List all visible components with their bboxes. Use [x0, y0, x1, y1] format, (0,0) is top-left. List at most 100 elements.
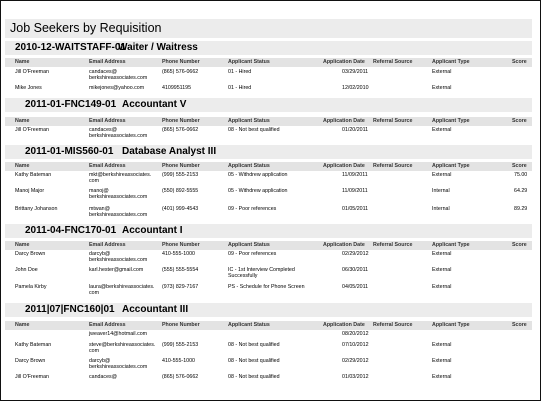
cell-status: PS - Schedule for Phone Screen	[228, 284, 305, 290]
cell-date: 12/02/2010	[342, 85, 369, 91]
cell-name: Kathy Bateman	[15, 172, 52, 178]
requisition-header: 2011-01-FNC149-01 Accountant V	[5, 98, 532, 112]
job-title: Database Analyst III	[122, 146, 217, 157]
column-header-row: Name Email Address Phone Number Applicant S…	[5, 162, 532, 171]
cell-date: 04/05/2011	[342, 284, 369, 290]
cell-phone: 410-555-1000	[162, 251, 195, 257]
requisition-header: 2011-01-MIS560-01 Database Analyst III	[5, 145, 532, 159]
cell-date: 07/10/2012	[342, 342, 369, 348]
cell-name: Jill O'Freeman	[15, 69, 49, 75]
cell-type: External	[432, 172, 452, 178]
cell-name: Jill O'Freeman	[15, 127, 49, 133]
cell-phone: (973) 829-7167	[162, 284, 199, 290]
column-header-referral: Referral Source	[373, 59, 413, 65]
cell-phone: (999) 555-2153	[162, 342, 199, 348]
column-header-date: Application Date	[323, 163, 365, 169]
cell-name: Darcy Brown	[15, 251, 46, 257]
cell-phone: (865) 576-0662	[162, 374, 199, 380]
cell-type: External	[432, 69, 452, 75]
cell-name: John Doe	[15, 267, 38, 273]
cell-type: Internal	[432, 188, 450, 194]
cell-date: 02/29/2012	[342, 251, 369, 257]
column-header-email: Email Address	[89, 59, 126, 65]
column-header-date: Application Date	[323, 322, 365, 328]
column-header-status: Applicant Status	[228, 322, 270, 328]
requisition-code: 2011-01-FNC149-01	[25, 99, 117, 110]
cell-phone: (865) 576-0662	[162, 127, 199, 133]
cell-date: 02/29/2012	[342, 358, 369, 364]
requisition-code: 2011|07|FNC160|01	[25, 304, 115, 315]
job-title: Waiter / Waitress	[118, 42, 198, 53]
cell-date: 11/09/2011	[342, 188, 368, 194]
cell-type: Internal	[432, 206, 450, 212]
cell-type: External	[432, 251, 452, 257]
cell-email: darcyb@ berkshireassociates.com	[89, 358, 148, 371]
cell-date: 01/03/2012	[342, 374, 369, 380]
cell-name: Kathy Bateman	[15, 342, 52, 348]
cell-date: 06/30/2011	[342, 267, 369, 273]
cell-email: mikejones@yahoo.com	[89, 85, 145, 91]
requisition-code: 2010-12-WAITSTAFF-01	[15, 42, 126, 53]
cell-status: 09 - Poor references	[228, 251, 277, 257]
cell-date: 08/20/2012	[342, 331, 369, 337]
column-header-name: Name	[15, 118, 30, 124]
cell-email: mkt@berkshireassociates. com	[89, 172, 152, 185]
column-header-phone: Phone Number	[162, 322, 200, 328]
cell-score: 89.29	[514, 206, 528, 212]
cell-status: 01 - Hired	[228, 85, 252, 91]
column-header-date: Application Date	[323, 242, 365, 248]
cell-phone: (555) 555-5554	[162, 267, 199, 273]
column-header-referral: Referral Source	[373, 242, 413, 248]
cell-status: 08 - Not best qualified	[228, 127, 280, 133]
column-header-row: Name Email Address Phone Number Applicant S…	[5, 321, 532, 330]
cell-email: steve@berkshireassociates. com	[89, 342, 156, 355]
column-header-type: Applicant Type	[432, 163, 470, 169]
column-header-email: Email Address	[89, 242, 126, 248]
cell-type: External	[432, 374, 452, 380]
column-header-date: Application Date	[323, 118, 365, 124]
column-header-type: Applicant Type	[432, 242, 470, 248]
column-header-phone: Phone Number	[162, 242, 200, 248]
cell-name: Manoj Major	[15, 188, 45, 194]
cell-type: External	[432, 284, 452, 290]
cell-date: 03/29/2011	[342, 69, 369, 75]
column-header-score: Score	[512, 242, 527, 248]
cell-status: 08 - Not best qualified	[228, 374, 280, 380]
column-header-referral: Referral Source	[373, 163, 413, 169]
column-header-score: Score	[512, 118, 527, 124]
cell-name: Jill O'Freeman	[15, 374, 49, 380]
column-header-score: Score	[512, 322, 527, 328]
column-header-score: Score	[512, 163, 527, 169]
cell-name: Mike Jones	[15, 85, 42, 91]
column-header-status: Applicant Status	[228, 242, 270, 248]
cell-phone: (999) 555-2153	[162, 172, 199, 178]
job-title: Accountant I	[122, 225, 183, 236]
cell-status: 09 - Poor references	[228, 206, 277, 212]
column-header-status: Applicant Status	[228, 59, 270, 65]
requisition-header: 2011|07|FNC160|01 Accountant III	[5, 303, 532, 317]
cell-status: 08 - Not best qualified	[228, 342, 280, 348]
cell-date: 01/20/2011	[342, 127, 369, 133]
cell-type: External	[432, 85, 452, 91]
column-header-email: Email Address	[89, 118, 126, 124]
cell-score: 64.29	[514, 188, 528, 194]
cell-phone: (865) 576-0662	[162, 69, 199, 75]
cell-score: 75.00	[514, 172, 528, 178]
column-header-name: Name	[15, 163, 30, 169]
column-header-row: Name Email Address Phone Number Applicant S…	[5, 241, 532, 250]
cell-date: 11/09/2011	[342, 172, 368, 178]
cell-phone: (550) 892-5555	[162, 188, 199, 194]
column-header-date: Application Date	[323, 59, 365, 65]
requisition-code: 2011-04-FNC170-01	[25, 225, 117, 236]
job-title: Accountant III	[122, 304, 189, 315]
column-header-phone: Phone Number	[162, 59, 200, 65]
cell-status: 01 - Hired	[228, 69, 252, 75]
cell-email: laura@berkshireassociates. com	[89, 284, 155, 297]
cell-email: candaces@ berkshireassociates.com	[89, 127, 148, 140]
column-header-row: Name Email Address Phone Number Applicant S…	[5, 58, 532, 67]
cell-name: Pamela Kirby	[15, 284, 47, 290]
requisition-header: 2010-12-WAITSTAFF-01 Waiter / Waitress	[5, 41, 532, 55]
cell-email: candaces@	[89, 374, 118, 380]
column-header-phone: Phone Number	[162, 118, 200, 124]
cell-email: karl.hester@gmail.com	[89, 267, 144, 273]
